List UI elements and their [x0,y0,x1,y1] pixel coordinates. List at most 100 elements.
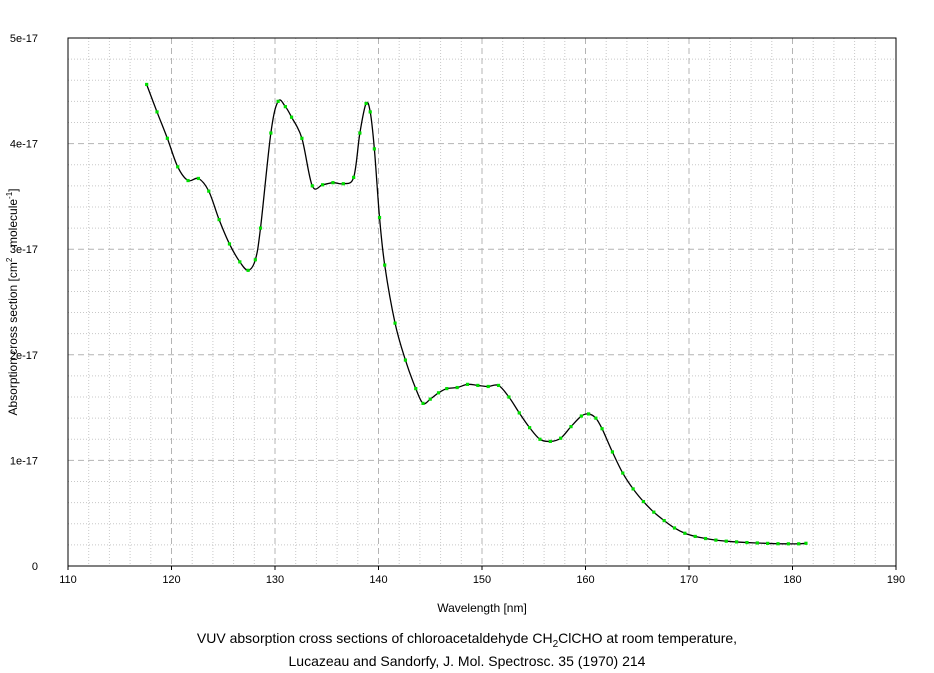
tick-layer: 110 120 130 140 150 160 170 180 190 0 1e-17 2e-17 3e… [10,33,905,586]
data-point [724,539,728,543]
data-point [186,178,190,183]
data-point [610,450,615,454]
data-point [579,414,583,418]
data-point [364,101,368,106]
x-tick-label: 140 [369,574,387,586]
x-tick-label: 160 [576,574,594,586]
data-point [587,412,591,416]
x-tick-label: 190 [887,574,905,586]
data-point [377,215,382,220]
data-point [786,542,790,546]
data-point [358,131,362,135]
data-point [196,176,201,181]
x-tick-label: 120 [162,574,180,586]
data-point [310,184,314,188]
data-point [414,386,418,391]
y-tick-label: 5e-17 [10,33,38,45]
x-tick-label: 170 [680,574,698,586]
data-point [352,175,356,179]
caption-line-2: Lucazeau and Sandorfy, J. Mol. Spectrosc… [0,653,934,669]
series-layer [145,82,808,546]
x-tick-label: 110 [59,574,77,586]
data-point [804,541,808,545]
y-axis-title-part1: Absorption cross section [cm [6,262,20,415]
data-point [176,165,180,169]
data-point [693,534,697,539]
data-point [445,386,449,391]
data-point [631,487,635,491]
data-point [496,383,501,388]
chart-svg: 110 120 130 140 150 160 170 180 190 0 1e-17 2e-17 3e… [5,33,905,615]
data-point [703,536,708,541]
data-point [145,82,149,87]
y-tick-label: 0 [32,561,38,573]
grid-layer [68,37,896,567]
data-point [283,105,287,109]
data-point [600,427,604,431]
data-point [383,263,387,267]
data-point [258,226,263,230]
data-point [289,115,294,119]
caption-line-2-text: Lucazeau and Sandorfy, J. Mol. Spectrosc… [288,653,646,669]
y-tick-label: 4e-17 [10,139,38,151]
y-axis-title-part3: ] [6,188,20,191]
data-point [368,110,372,114]
data-point [300,136,304,140]
data-point [672,526,677,530]
data-point [476,383,480,388]
data-point [776,542,780,546]
data-point [465,382,470,386]
series-line [146,84,807,545]
data-point [569,425,573,429]
data-point [393,321,397,325]
data-point [227,242,232,246]
x-tick-label: 130 [266,574,284,586]
data-point [269,131,273,135]
data-point [238,260,242,264]
y-tick-label: 1e-17 [10,455,38,467]
data-point [528,426,532,430]
data-point [276,99,280,103]
caption-line-1-post: ClCHO at room temperature, [558,630,738,646]
caption-line-1-pre: VUV absorption cross sections of chloroa… [196,630,553,646]
y-axis-title-part2: · molecule [6,199,20,258]
data-point [331,181,335,185]
data-point [797,542,801,546]
y-tick-label: 2e-17 [10,350,38,362]
data-point [428,397,432,401]
data-point [745,540,749,545]
x-axis-title: Wavelength [nm] [437,601,527,615]
data-point [594,416,598,420]
data-point [207,189,211,193]
data-point [321,183,325,187]
data-point [217,218,221,222]
y-axis-title-sup1: 2 [5,257,14,262]
data-point [517,411,521,415]
caption-line-1: VUV absorption cross sections of chloroa… [0,630,934,650]
data-point [714,538,718,542]
data-point [538,437,542,441]
y-tick-label: 3e-17 [10,244,38,256]
data-point [755,541,759,545]
data-point [662,518,666,523]
data-point [735,540,739,544]
y-axis-title-sup2: -1 [5,191,14,199]
data-point [165,136,169,140]
data-point [436,391,441,395]
data-point [372,147,376,151]
data-point [155,110,159,114]
x-tick-label: 180 [783,574,801,586]
data-point [766,541,770,545]
data-point [253,258,257,262]
data-point [246,268,250,272]
data-point [403,358,408,362]
y-axis-title: Absorption cross section [cm2 · molecule… [5,188,20,415]
data-point [621,471,625,475]
data-point [421,401,425,405]
data-point [486,384,490,389]
data-point [641,499,646,504]
caption-line-1-sub: 2 [552,638,559,650]
data-point [683,531,687,535]
data-point [548,439,552,443]
